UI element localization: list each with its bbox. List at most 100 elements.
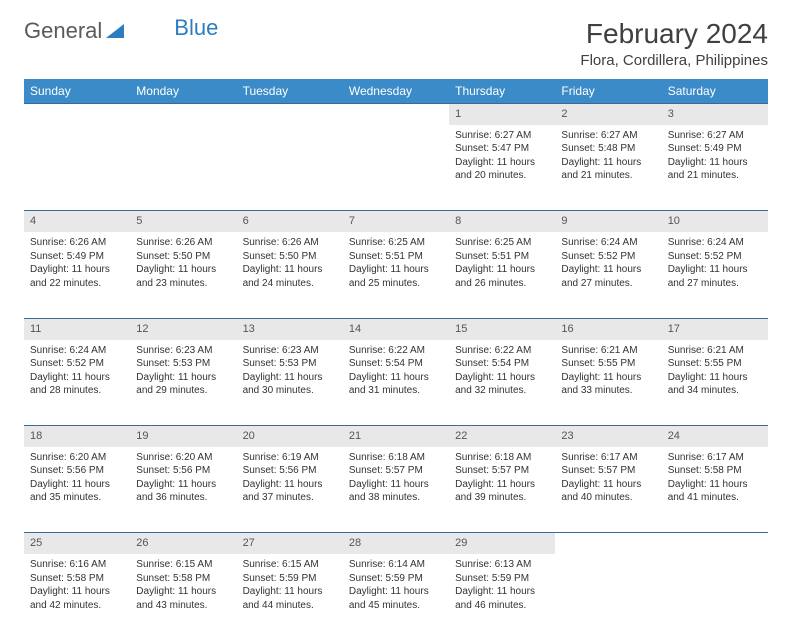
- d1-text: Daylight: 11 hours: [349, 478, 443, 492]
- day-data-cell: Sunrise: 6:26 AMSunset: 5:50 PMDaylight:…: [237, 232, 343, 318]
- d2-text: and 40 minutes.: [561, 491, 655, 505]
- d1-text: Daylight: 11 hours: [561, 478, 655, 492]
- sunrise-text: Sunrise: 6:27 AM: [561, 129, 655, 143]
- d1-text: Daylight: 11 hours: [455, 585, 549, 599]
- sunset-text: Sunset: 5:51 PM: [349, 250, 443, 264]
- d1-text: Daylight: 11 hours: [668, 263, 762, 277]
- day-number-cell: 6: [237, 211, 343, 232]
- day-data-cell: Sunrise: 6:20 AMSunset: 5:56 PMDaylight:…: [130, 447, 236, 533]
- sunset-text: Sunset: 5:55 PM: [561, 357, 655, 371]
- d1-text: Daylight: 11 hours: [349, 371, 443, 385]
- d2-text: and 26 minutes.: [455, 277, 549, 291]
- d2-text: and 39 minutes.: [455, 491, 549, 505]
- title-block: February 2024 Flora, Cordillera, Philipp…: [580, 18, 768, 69]
- sunset-text: Sunset: 5:56 PM: [136, 464, 230, 478]
- sunset-text: Sunset: 5:53 PM: [243, 357, 337, 371]
- day-data-cell: Sunrise: 6:24 AMSunset: 5:52 PMDaylight:…: [24, 340, 130, 426]
- d2-text: and 43 minutes.: [136, 599, 230, 613]
- d1-text: Daylight: 11 hours: [136, 585, 230, 599]
- header: General Blue February 2024 Flora, Cordil…: [24, 18, 768, 69]
- day-number-cell: 24: [662, 426, 768, 447]
- sunset-text: Sunset: 5:59 PM: [455, 572, 549, 586]
- sunset-text: Sunset: 5:54 PM: [455, 357, 549, 371]
- sunrise-text: Sunrise: 6:26 AM: [243, 236, 337, 250]
- d1-text: Daylight: 11 hours: [668, 371, 762, 385]
- logo-text-1: General: [24, 18, 102, 44]
- sunrise-text: Sunrise: 6:22 AM: [455, 344, 549, 358]
- day-data-cell: [24, 125, 130, 211]
- day-number-cell: [130, 104, 236, 125]
- sunset-text: Sunset: 5:49 PM: [30, 250, 124, 264]
- d1-text: Daylight: 11 hours: [30, 478, 124, 492]
- sunset-text: Sunset: 5:58 PM: [668, 464, 762, 478]
- day-number-cell: 21: [343, 426, 449, 447]
- day-number-cell: [24, 104, 130, 125]
- day-data-cell: Sunrise: 6:19 AMSunset: 5:56 PMDaylight:…: [237, 447, 343, 533]
- day-number-cell: 18: [24, 426, 130, 447]
- d1-text: Daylight: 11 hours: [136, 478, 230, 492]
- day-data-cell: Sunrise: 6:25 AMSunset: 5:51 PMDaylight:…: [343, 232, 449, 318]
- day-data-cell: [343, 125, 449, 211]
- d1-text: Daylight: 11 hours: [243, 478, 337, 492]
- day-number-cell: 25: [24, 533, 130, 554]
- day-number-cell: 10: [662, 211, 768, 232]
- day-number-cell: [237, 104, 343, 125]
- sunset-text: Sunset: 5:51 PM: [455, 250, 549, 264]
- sunset-text: Sunset: 5:48 PM: [561, 142, 655, 156]
- d2-text: and 28 minutes.: [30, 384, 124, 398]
- day-number-row: 45678910: [24, 211, 768, 232]
- sunset-text: Sunset: 5:47 PM: [455, 142, 549, 156]
- weekday-header: Friday: [555, 79, 661, 104]
- d1-text: Daylight: 11 hours: [668, 156, 762, 170]
- d2-text: and 30 minutes.: [243, 384, 337, 398]
- d2-text: and 37 minutes.: [243, 491, 337, 505]
- logo: General Blue: [24, 18, 218, 44]
- sunrise-text: Sunrise: 6:21 AM: [561, 344, 655, 358]
- day-data-cell: [662, 554, 768, 640]
- day-data-cell: Sunrise: 6:21 AMSunset: 5:55 PMDaylight:…: [555, 340, 661, 426]
- sunrise-text: Sunrise: 6:21 AM: [668, 344, 762, 358]
- d2-text: and 25 minutes.: [349, 277, 443, 291]
- logo-triangle-icon: [106, 18, 124, 44]
- sunset-text: Sunset: 5:57 PM: [561, 464, 655, 478]
- weekday-header: Monday: [130, 79, 236, 104]
- day-number-cell: [555, 533, 661, 554]
- d2-text: and 35 minutes.: [30, 491, 124, 505]
- day-data-cell: Sunrise: 6:13 AMSunset: 5:59 PMDaylight:…: [449, 554, 555, 640]
- day-number-cell: [343, 104, 449, 125]
- day-data-cell: Sunrise: 6:17 AMSunset: 5:58 PMDaylight:…: [662, 447, 768, 533]
- d2-text: and 45 minutes.: [349, 599, 443, 613]
- day-number-row: 18192021222324: [24, 426, 768, 447]
- day-number-cell: 17: [662, 318, 768, 339]
- sunrise-text: Sunrise: 6:18 AM: [349, 451, 443, 465]
- day-data-cell: Sunrise: 6:24 AMSunset: 5:52 PMDaylight:…: [662, 232, 768, 318]
- d1-text: Daylight: 11 hours: [30, 585, 124, 599]
- sunrise-text: Sunrise: 6:19 AM: [243, 451, 337, 465]
- day-number-cell: 29: [449, 533, 555, 554]
- day-data-cell: Sunrise: 6:15 AMSunset: 5:58 PMDaylight:…: [130, 554, 236, 640]
- sunrise-text: Sunrise: 6:26 AM: [30, 236, 124, 250]
- sunset-text: Sunset: 5:57 PM: [349, 464, 443, 478]
- day-data-cell: Sunrise: 6:18 AMSunset: 5:57 PMDaylight:…: [449, 447, 555, 533]
- day-number-cell: 20: [237, 426, 343, 447]
- day-number-cell: 28: [343, 533, 449, 554]
- day-number-cell: 13: [237, 318, 343, 339]
- sunrise-text: Sunrise: 6:26 AM: [136, 236, 230, 250]
- day-data-cell: Sunrise: 6:27 AMSunset: 5:48 PMDaylight:…: [555, 125, 661, 211]
- sunrise-text: Sunrise: 6:20 AM: [30, 451, 124, 465]
- d1-text: Daylight: 11 hours: [561, 371, 655, 385]
- sunrise-text: Sunrise: 6:24 AM: [30, 344, 124, 358]
- sunset-text: Sunset: 5:52 PM: [668, 250, 762, 264]
- day-data-cell: Sunrise: 6:24 AMSunset: 5:52 PMDaylight:…: [555, 232, 661, 318]
- d2-text: and 42 minutes.: [30, 599, 124, 613]
- sunset-text: Sunset: 5:52 PM: [561, 250, 655, 264]
- d2-text: and 34 minutes.: [668, 384, 762, 398]
- d2-text: and 44 minutes.: [243, 599, 337, 613]
- logo-text-2: Blue: [174, 15, 218, 41]
- sunset-text: Sunset: 5:58 PM: [136, 572, 230, 586]
- sunset-text: Sunset: 5:55 PM: [668, 357, 762, 371]
- day-data-cell: Sunrise: 6:18 AMSunset: 5:57 PMDaylight:…: [343, 447, 449, 533]
- day-number-cell: 22: [449, 426, 555, 447]
- sunset-text: Sunset: 5:53 PM: [136, 357, 230, 371]
- day-data-cell: Sunrise: 6:20 AMSunset: 5:56 PMDaylight:…: [24, 447, 130, 533]
